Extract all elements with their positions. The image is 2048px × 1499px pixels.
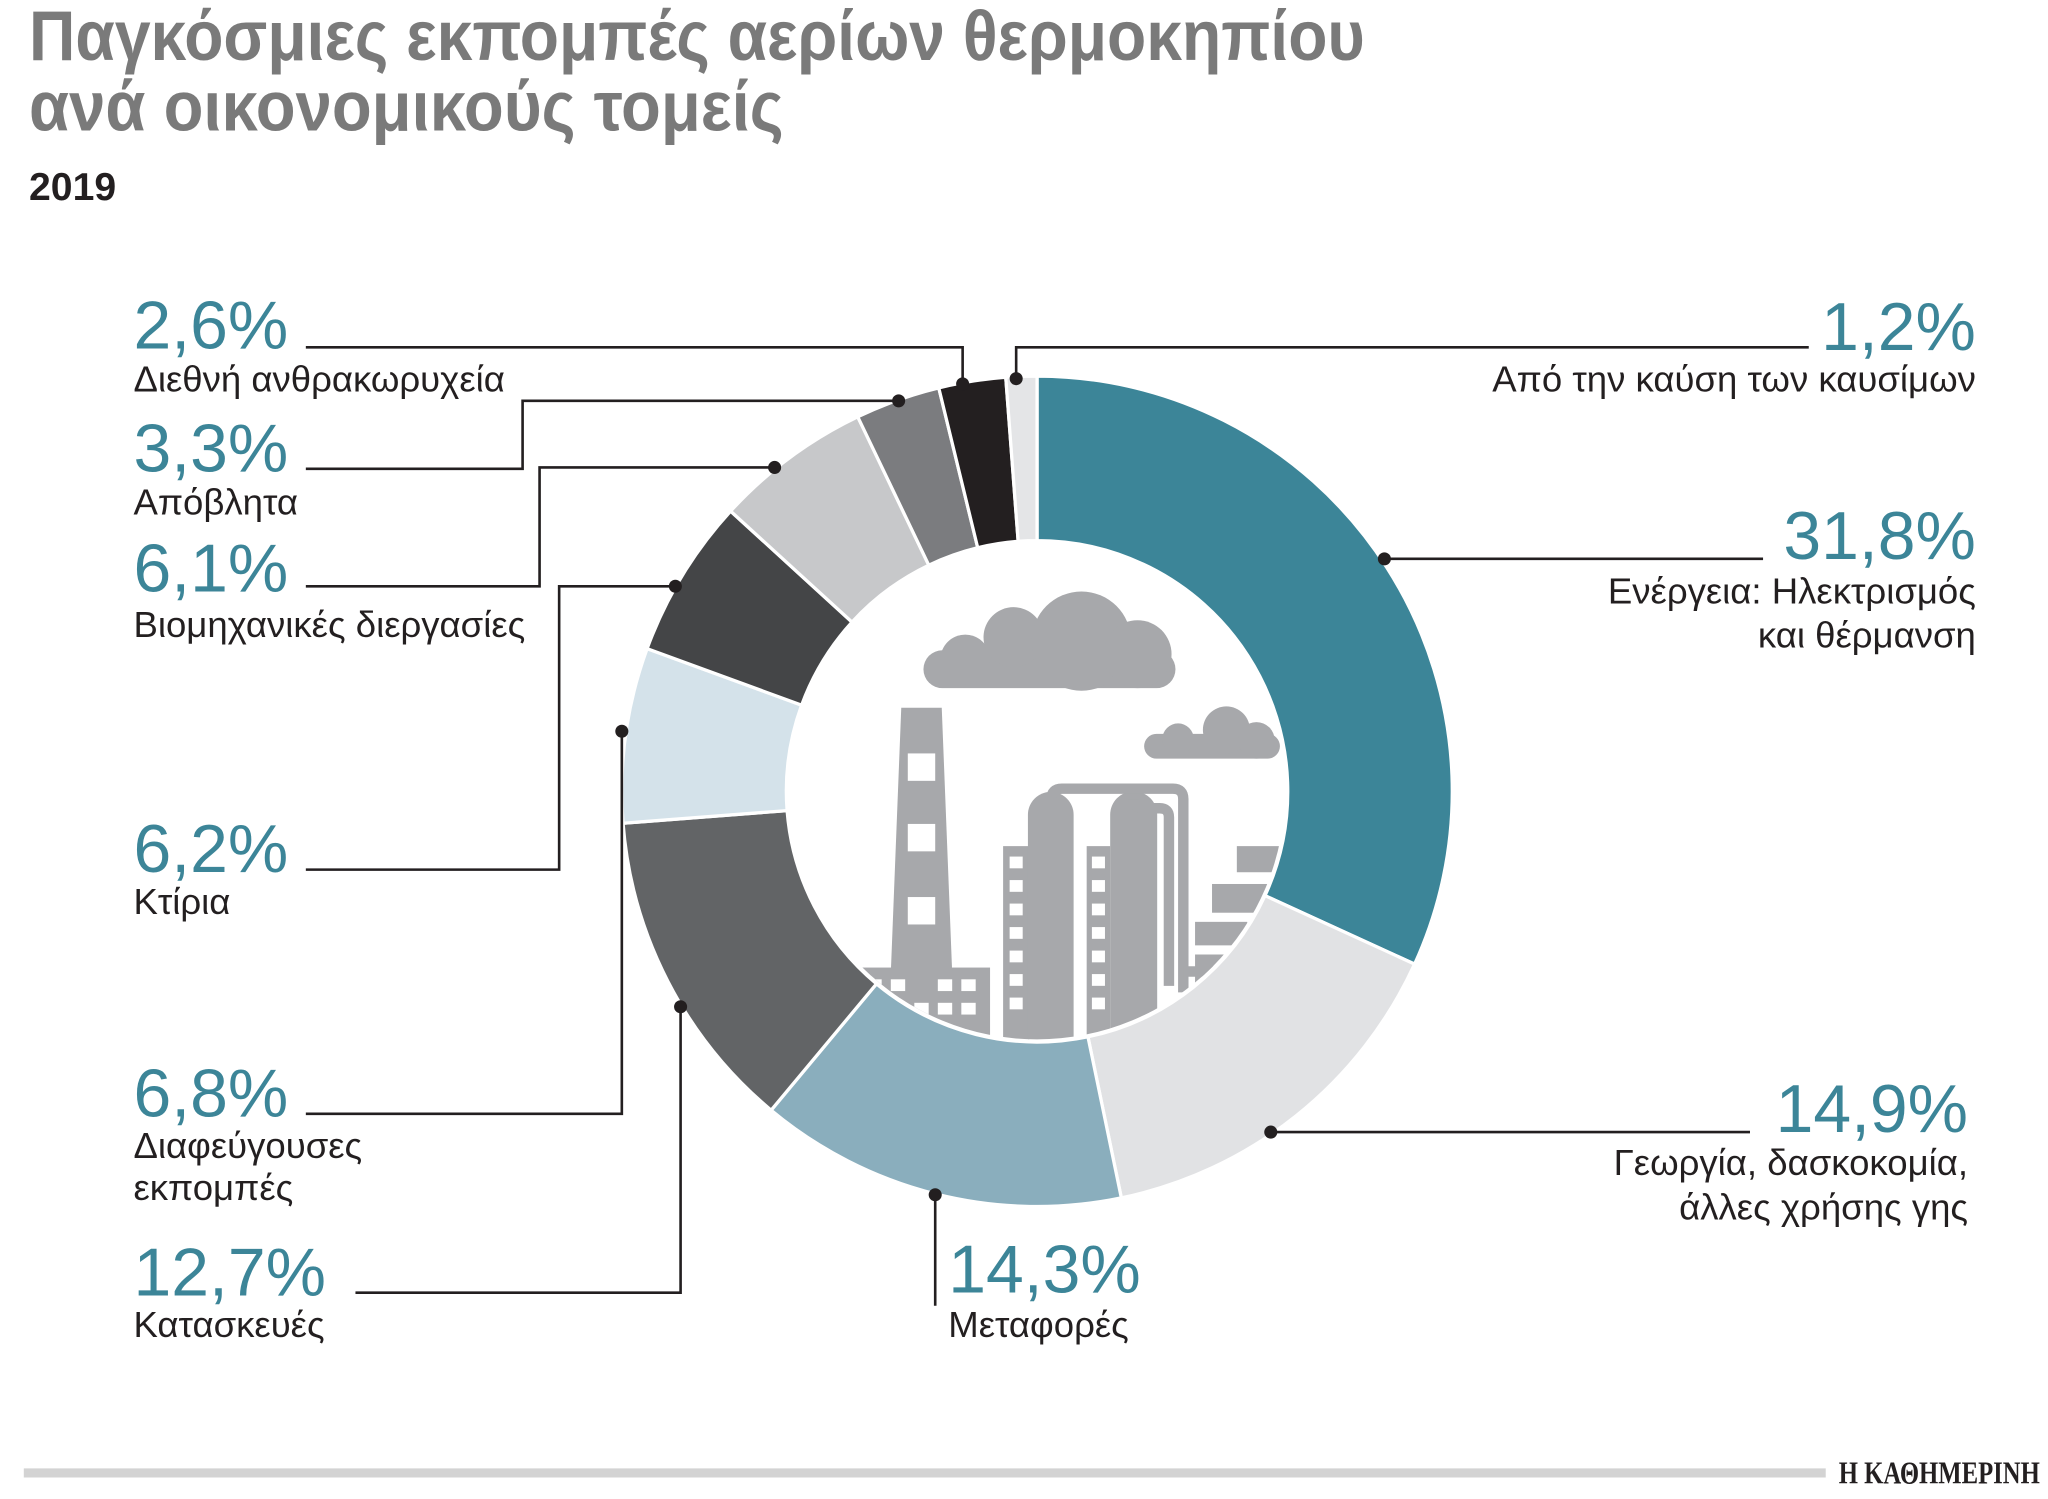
buildings-label: Κτίρια — [133, 881, 230, 922]
industrial-processes-value: 6,1% — [133, 532, 288, 607]
transport-value: 14,3% — [948, 1233, 1140, 1308]
small-cloud-icon — [1144, 706, 1280, 759]
energy-label-line-2: και θέρμανση — [1758, 615, 1976, 656]
construction-leader-dot — [674, 1000, 688, 1014]
transport-leader-dot — [928, 1188, 942, 1202]
international-bunkers-label-group: 2,6% Διεθνή ανθρακωρυχεία — [133, 289, 504, 400]
donut-chart — [620, 374, 1454, 1209]
fuel-combustion-value: 1,2% — [1821, 290, 1976, 365]
buildings-label-group: 6,2% Κτίρια — [133, 812, 288, 922]
fugitive-emissions-label-line-2: εκπομπές — [133, 1167, 293, 1208]
fugitive-emissions-label-group: 6,8% Διαφεύγουσες εκπομπές — [133, 1056, 362, 1208]
fugitive-emissions-leader-dot — [615, 724, 629, 738]
construction-leader-line — [355, 1006, 682, 1294]
fuel-combustion-label: Από την καύση των καυσίμων — [1492, 359, 1976, 400]
chart-title-line-1: Παγκόσμιες εκπομπές αερίων θερμοκηπίου — [29, 0, 1365, 75]
energy-leader-dot — [1377, 552, 1391, 566]
storage-tank — [1027, 792, 1074, 1040]
construction-value: 12,7% — [133, 1235, 325, 1310]
fuel-combustion-leader-line — [1014, 346, 1809, 379]
agriculture-leader-dot — [1264, 1125, 1278, 1139]
factory-icon — [855, 591, 1284, 1040]
fuel-combustion-leader-dot — [1009, 372, 1023, 386]
donut-slice-2 — [1086, 893, 1417, 1200]
fugitive-emissions-label-line-1: Διαφεύγουσες — [133, 1125, 362, 1166]
energy-label-line-1: Ενέργεια: Ηλεκτρισμός — [1608, 570, 1976, 611]
buildings-value: 6,2% — [133, 812, 288, 887]
waste-label: Απόβλητα — [133, 481, 298, 522]
international-bunkers-label: Διεθνή ανθρακωρυχεία — [133, 359, 504, 400]
buildings-leader-line — [305, 584, 676, 871]
industrial-processes-leader-dot — [768, 460, 782, 474]
chart-subtitle: 2019 — [29, 166, 116, 209]
industrial-processes-label: Βιομηχανικές διεργασίες — [133, 604, 525, 645]
waste-leader-line — [305, 399, 899, 471]
buildings-leader-dot — [668, 579, 682, 593]
large-cloud-icon — [923, 591, 1176, 691]
donut-slice-1 — [1035, 374, 1454, 967]
agriculture-label-line-1: Γεωργία, δασκοκομία, — [1614, 1142, 1968, 1183]
waste-leader-dot — [892, 394, 906, 408]
transport-label: Μεταφορές — [948, 1304, 1129, 1345]
agriculture-label-line-2: άλλες χρήσης γης — [1679, 1187, 1968, 1228]
leader-lines — [305, 346, 1809, 1306]
scaffold — [1003, 846, 1111, 1040]
agriculture-label-group: 14,9% Γεωργία, δασκοκομία, άλλες χρήσης … — [1614, 1072, 1968, 1227]
waste-value: 3,3% — [133, 411, 288, 486]
chimney — [890, 707, 953, 973]
fugitive-emissions-value: 6,8% — [133, 1056, 288, 1131]
fuel-combustion-label-group: 1,2% Από την καύση των καυσίμων — [1492, 290, 1976, 400]
construction-label-group: 12,7% Κατασκευές — [133, 1235, 325, 1345]
international-bunkers-leader-dot — [956, 377, 970, 391]
agriculture-value: 14,9% — [1776, 1072, 1968, 1147]
publisher-logo: Η ΚΑΘΗΜΕΡΙΝΗ — [1839, 1455, 2040, 1490]
transport-label-group: 14,3% Μεταφορές — [948, 1233, 1140, 1345]
energy-value: 31,8% — [1783, 499, 1975, 574]
chart-title-line-2: ανά οικονομικούς τομείς — [29, 67, 784, 146]
construction-label: Κατασκευές — [133, 1304, 324, 1345]
industrial-processes-label-group: 6,1% Βιομηχανικές διεργασίες — [133, 532, 525, 646]
energy-label-group: 31,8% Ενέργεια: Ηλεκτρισμός και θέρμανση — [1608, 499, 1976, 656]
storage-tank — [1110, 791, 1158, 1040]
waste-label-group: 3,3% Απόβλητα — [133, 411, 298, 522]
international-bunkers-leader-line — [305, 346, 964, 384]
fugitive-emissions-leader-line — [305, 731, 624, 1116]
industrial-processes-leader-line — [305, 466, 775, 588]
international-bunkers-value: 2,6% — [133, 289, 288, 364]
